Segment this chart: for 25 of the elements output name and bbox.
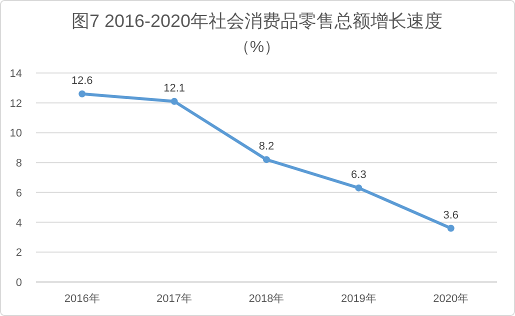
point (263, 156, 270, 164)
data-label: 6.3 (351, 168, 366, 181)
point (170, 98, 178, 105)
data-label: 12.1 (164, 82, 186, 94)
x-tick-label: 2017年 (156, 293, 192, 305)
x-tick-label: 2018年 (248, 293, 284, 305)
y-tick-label: 14 (10, 68, 22, 80)
point (355, 184, 362, 192)
y-tick-label: 0 (16, 277, 22, 289)
x-tick-label: 2020年 (433, 293, 469, 305)
point (78, 90, 86, 98)
y-tick-label: 10 (10, 128, 22, 140)
x-tick-label: 2016年 (64, 293, 100, 305)
y-tick-label: 2 (16, 247, 22, 260)
y-tick-label: 4 (16, 217, 22, 230)
data-label: 12.6 (71, 74, 93, 87)
x-tick-label: 2019年 (340, 293, 376, 305)
y-tick-label: 12 (10, 98, 22, 110)
y-tick-label: 8 (16, 158, 22, 170)
data-label: 3.6 (443, 209, 459, 222)
chart-subtitle: （%） (234, 39, 280, 56)
chart-title: 图7 2016-2020年社会消费品零售总额增长速度 (71, 11, 443, 31)
y-tick-label: 6 (16, 187, 22, 200)
data-label: 8.2 (258, 140, 274, 153)
point (447, 224, 454, 232)
